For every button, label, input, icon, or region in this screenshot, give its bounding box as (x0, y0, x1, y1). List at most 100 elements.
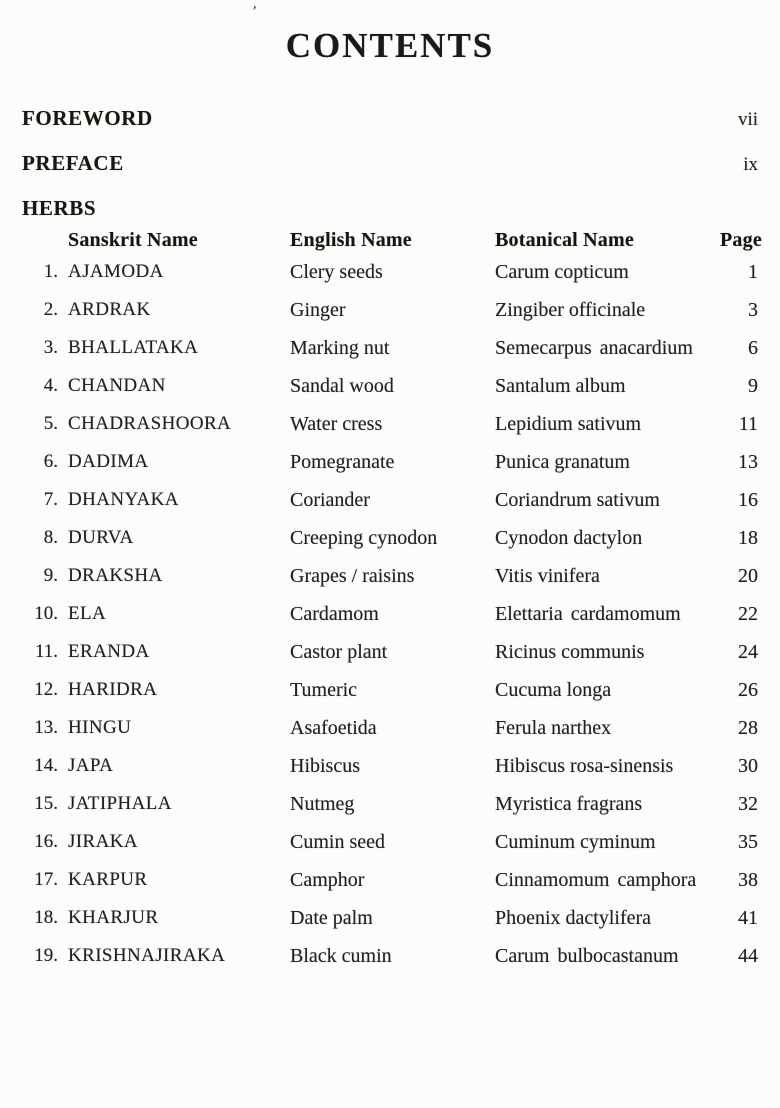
page-number: 20 (738, 565, 758, 587)
page-number: 6 (748, 337, 758, 359)
sanskrit-name: KHARJUR (68, 907, 159, 928)
herb-row: 6. DADIMA Pomegranate Punica granatum 13 (22, 448, 758, 476)
english-name: Ginger (290, 299, 346, 321)
herb-row: 7. DHANYAKA Coriander Coriandrum sativum… (22, 486, 758, 514)
herb-row: 3. BHALLATAKA Marking nut Semecarpus ana… (22, 334, 758, 362)
front-matter-page-number: vii (737, 109, 758, 130)
front-matter-label: PREFACE (22, 151, 124, 175)
sanskrit-name: CHADRASHOORA (68, 413, 232, 434)
page-number: 32 (738, 793, 758, 815)
english-name: Clery seeds (290, 261, 383, 283)
row-number: 5. (43, 413, 58, 434)
botanical-name: Ferula narthex (495, 714, 720, 742)
row-number: 9. (43, 565, 58, 586)
botanical-name: Carum bulbocastanum (495, 942, 720, 970)
sanskrit-name: KARPUR (68, 869, 148, 890)
herb-row: 17. KARPUR Camphor Cinnamomum camphora 3… (22, 866, 758, 894)
botanical-name: Cinnamomum camphora (495, 866, 720, 894)
english-name: Castor plant (290, 641, 388, 663)
page-number: 16 (738, 489, 758, 511)
english-name: Hibiscus (290, 755, 360, 777)
sanskrit-name: HINGU (68, 717, 132, 738)
botanical-name: Ricinus communis (495, 638, 720, 666)
sanskrit-name: BHALLATAKA (68, 337, 199, 358)
botanical-name: Hibiscus rosa-sinensis (495, 752, 720, 780)
sanskrit-name: JIRAKA (68, 831, 138, 852)
front-matter-page-number: ix (743, 154, 758, 175)
sanskrit-name: ERANDA (68, 641, 150, 662)
page-number: 11 (738, 413, 758, 435)
herb-row: 14. JAPA Hibiscus Hibiscus rosa-sinensis… (22, 752, 758, 780)
english-name: Pomegranate (290, 451, 395, 473)
sanskrit-name: HARIDRA (68, 679, 158, 700)
page-number: 26 (738, 679, 758, 701)
sanskrit-name: JATIPHALA (68, 793, 172, 814)
botanical-name: Zingiber officinale (495, 296, 720, 324)
sanskrit-name: DADIMA (68, 451, 149, 472)
row-number: 15. (34, 793, 58, 814)
botanical-name-line1: Ferula narthex (495, 717, 612, 739)
row-number: 13. (34, 717, 58, 738)
botanical-name: Punica granatum (495, 448, 720, 476)
page-number: 22 (738, 603, 758, 625)
botanical-name-line1: Punica granatum (495, 451, 630, 473)
botanical-name-line1: Semecarpus (495, 337, 592, 359)
page-title: CONTENTS (285, 26, 495, 65)
row-number: 19. (34, 945, 58, 966)
botanical-name: Elettaria cardamomum (495, 600, 720, 628)
row-number: 4. (43, 375, 58, 396)
row-number: 11. (34, 641, 58, 662)
section-heading-herbs: HERBS (22, 196, 97, 220)
page-number: 9 (748, 375, 758, 397)
sanskrit-name: ARDRAK (68, 299, 151, 320)
herb-row: 1. AJAMODA Clery seeds Carum copticum 1 (22, 258, 758, 286)
herb-row: 9. DRAKSHA Grapes / raisins Vitis vinife… (22, 562, 758, 590)
page-number: 1 (748, 261, 758, 283)
herb-row: 11. ERANDA Castor plant Ricinus communis… (22, 638, 758, 666)
herb-row: 5. CHADRASHOORA Water cress Lepidium sat… (22, 410, 758, 438)
botanical-name-line1: Myristica fragrans (495, 793, 643, 815)
page-number: 35 (738, 831, 758, 853)
botanical-name-line1: Cuminum cyminum (495, 831, 656, 853)
row-number: 8. (43, 527, 58, 548)
botanical-name-line2: cardamomum (570, 603, 681, 625)
header-page: Page (720, 229, 762, 251)
sanskrit-name: ELA (68, 603, 107, 624)
english-name: Black cumin (290, 945, 392, 967)
botanical-name: Lepidium sativum (495, 410, 720, 438)
herb-row: 19. KRISHNAJIRAKA Black cumin Carum bulb… (22, 942, 758, 970)
english-name: Creeping cynodon (290, 527, 438, 549)
english-name: Date palm (290, 907, 373, 929)
page-number: 3 (748, 299, 758, 321)
row-number: 17. (34, 869, 58, 890)
english-name: Coriander (290, 489, 370, 511)
header-sanskrit-name: Sanskrit Name (68, 229, 198, 251)
row-number: 7. (43, 489, 58, 510)
botanical-name-line1: Cinnamomum (495, 869, 610, 891)
botanical-name-line1: Zingiber officinale (495, 299, 646, 321)
front-matter: FOREWORD vii PREFACE ix (22, 105, 758, 178)
sanskrit-name: AJAMODA (68, 261, 164, 282)
english-name: Cardamom (290, 603, 379, 625)
botanical-name-line2: camphora (617, 869, 697, 891)
row-number: 18. (34, 907, 58, 928)
botanical-name-line1: Coriandrum sativum (495, 489, 660, 511)
header-english-name: English Name (290, 229, 412, 251)
botanical-name-line1: Ricinus communis (495, 641, 645, 663)
english-name: Water cress (290, 413, 383, 435)
botanical-name-line1: Vitis vinifera (495, 565, 600, 587)
botanical-name: Coriandrum sativum (495, 486, 720, 514)
herb-row: 12. HARIDRA Tumeric Cucuma longa 26 (22, 676, 758, 704)
row-number: 2. (43, 299, 58, 320)
english-name: Nutmeg (290, 793, 355, 815)
botanical-name-line1: Cucuma longa (495, 679, 612, 701)
english-name: Cumin seed (290, 831, 385, 853)
page-number: 13 (738, 451, 758, 473)
english-name: Asafoetida (290, 717, 377, 739)
herb-row: 15. JATIPHALA Nutmeg Myristica fragrans … (22, 790, 758, 818)
sanskrit-name: DHANYAKA (68, 489, 179, 510)
herb-row: 8. DURVA Creeping cynodon Cynodon dactyl… (22, 524, 758, 552)
botanical-name: Myristica fragrans (495, 790, 720, 818)
botanical-name: Carum copticum (495, 258, 720, 286)
